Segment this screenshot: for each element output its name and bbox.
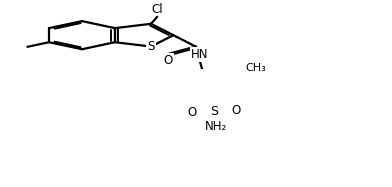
Text: O: O — [163, 54, 173, 67]
Text: CH₃: CH₃ — [245, 63, 266, 73]
Text: HN: HN — [191, 48, 209, 61]
Text: NH₂: NH₂ — [205, 120, 228, 133]
Text: S: S — [210, 105, 218, 118]
Text: O: O — [231, 104, 241, 117]
Text: O: O — [188, 106, 197, 119]
Text: Cl: Cl — [151, 3, 163, 16]
Text: S: S — [147, 40, 155, 53]
